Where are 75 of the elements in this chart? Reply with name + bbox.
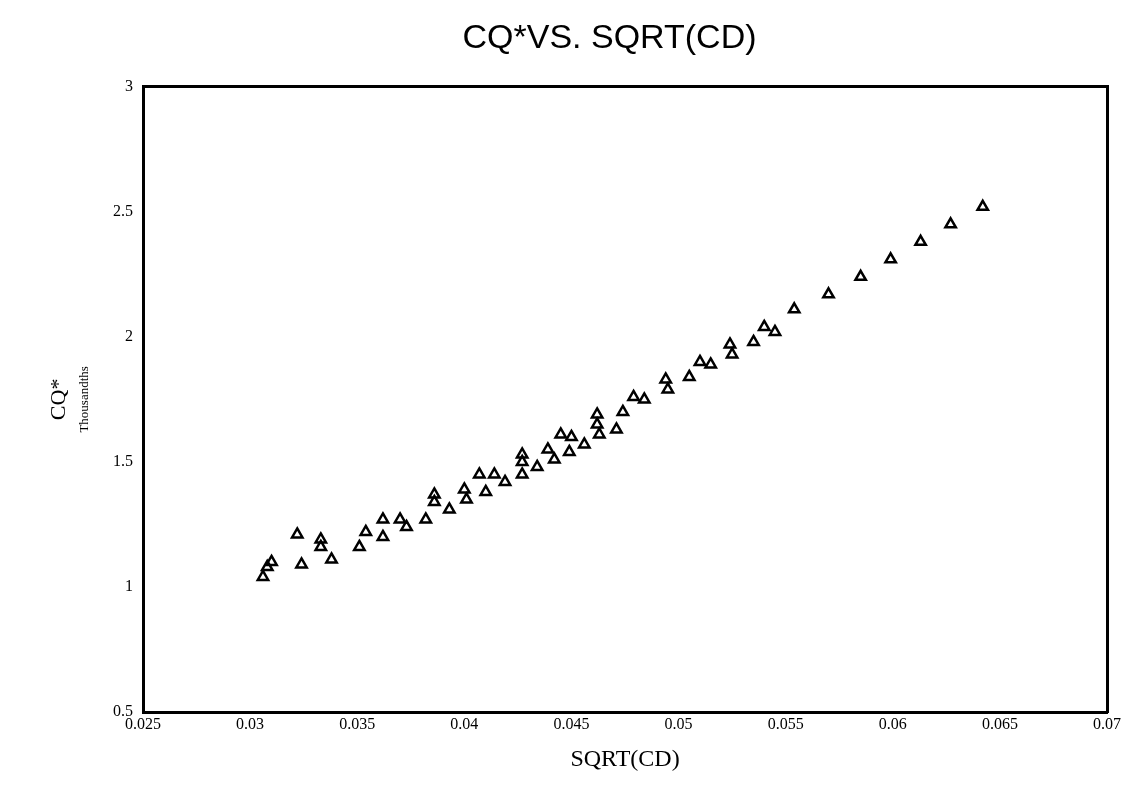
point (393, 512, 407, 524)
point (661, 382, 675, 394)
point (530, 459, 544, 472)
point (427, 494, 441, 507)
point (515, 447, 529, 459)
x-tick-label: 0.065 (981, 714, 1018, 732)
y-tick-label: 2 (125, 327, 133, 345)
point (352, 539, 366, 552)
point (376, 512, 390, 524)
point (757, 319, 771, 332)
point (472, 467, 486, 479)
y-tick-label: 1 (125, 577, 133, 595)
point (400, 519, 413, 532)
x-tick-label: 0.045 (553, 714, 590, 732)
chart-title: CQ*VS. SQRT(CD) (462, 16, 757, 55)
x-tick-label: 0.05 (664, 714, 693, 732)
x-tick-label: 0.055 (767, 714, 804, 732)
point (590, 407, 604, 419)
point (659, 372, 673, 384)
point (359, 524, 373, 537)
point (460, 492, 473, 504)
text: Thousandths (76, 366, 92, 433)
point (547, 452, 561, 464)
point (914, 234, 928, 247)
point (944, 217, 958, 229)
point (541, 442, 555, 454)
point (592, 427, 606, 439)
x-tick-label: 0.07 (1093, 714, 1121, 732)
x-tick-label: 0.035 (339, 714, 376, 732)
point (515, 454, 529, 467)
point (479, 484, 493, 497)
point (290, 527, 304, 539)
point (376, 529, 390, 542)
y-tick-label: 2.5 (113, 202, 133, 220)
point (487, 467, 501, 479)
point (747, 334, 760, 347)
point (693, 354, 707, 367)
point (442, 502, 456, 514)
point (562, 444, 576, 457)
point (256, 569, 270, 582)
point (768, 324, 782, 337)
point (265, 554, 278, 567)
x-tick-label: 0.04 (450, 714, 479, 732)
point (787, 302, 801, 314)
point (976, 199, 990, 212)
y-tick-label: 1.5 (113, 452, 133, 470)
point (325, 552, 338, 564)
x-axis-title: SQRT(CD) (570, 744, 680, 771)
x-tick-label: 0.06 (878, 714, 907, 732)
y-axis-title: CQ* (44, 378, 70, 421)
point (616, 404, 630, 417)
x-tick-label: 0.03 (236, 714, 265, 732)
point (725, 347, 739, 359)
point (314, 539, 328, 552)
point (884, 252, 898, 264)
point (498, 474, 512, 487)
point (609, 422, 623, 434)
point (704, 357, 718, 369)
point (314, 532, 328, 544)
point (590, 417, 604, 429)
point (854, 269, 868, 282)
point (554, 427, 568, 439)
y-tick-label: 3 (125, 77, 133, 94)
point (577, 437, 591, 449)
point (457, 482, 471, 494)
point (419, 512, 433, 524)
point (260, 559, 274, 572)
point (427, 487, 441, 499)
point (682, 369, 696, 382)
point (723, 337, 737, 349)
point (637, 392, 651, 404)
point (627, 389, 641, 402)
point (295, 557, 308, 569)
point (565, 429, 578, 442)
point (515, 467, 529, 479)
